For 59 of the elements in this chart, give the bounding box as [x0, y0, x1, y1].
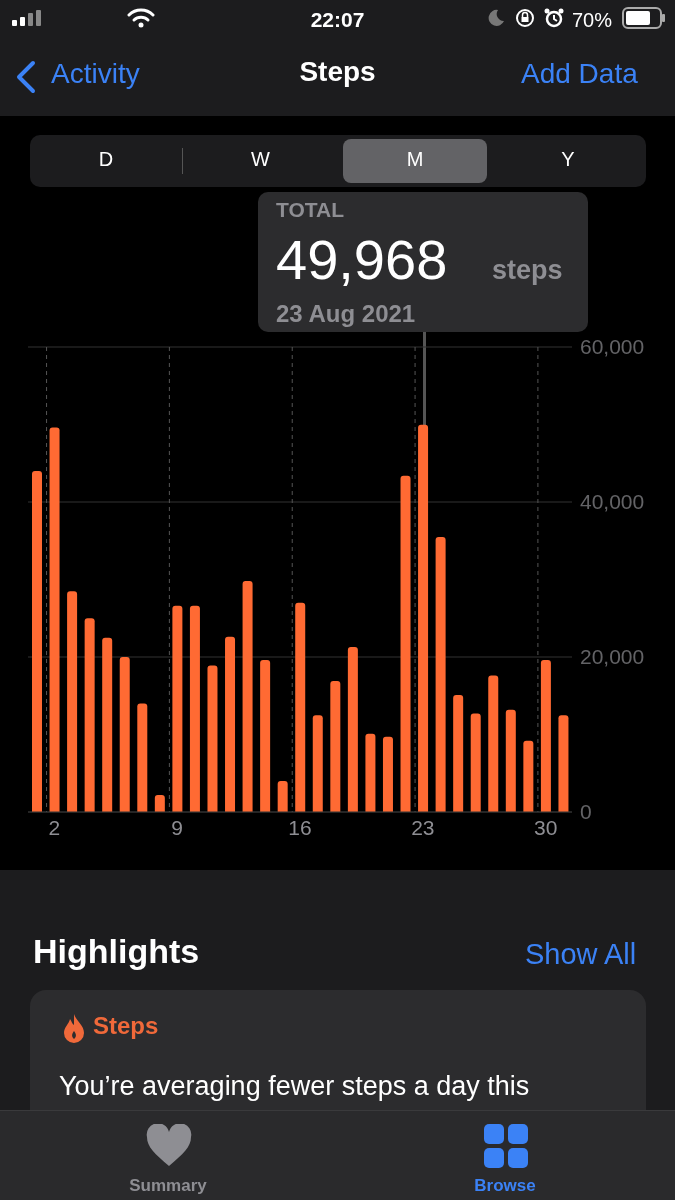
bar [505, 709, 516, 812]
x-tick-label: 16 [288, 815, 312, 839]
text: Activity [51, 58, 140, 90]
bar [365, 733, 376, 812]
bar [470, 713, 481, 812]
y-tick-label: 20,000 [580, 645, 645, 669]
bar [242, 581, 253, 812]
text: steps [492, 255, 563, 286]
x-tick-label: 23 [411, 815, 435, 839]
text: Summary [128, 1176, 208, 1196]
bar [137, 703, 148, 812]
x-tick-label: 30 [534, 815, 558, 839]
bar [523, 740, 534, 812]
x-tick-label: 9 [171, 815, 184, 839]
text: You’re averaging fewer steps a day this [59, 1071, 530, 1102]
text: 49,968 [276, 227, 448, 292]
bar [330, 681, 341, 812]
bar [49, 427, 60, 812]
bar [435, 536, 446, 812]
y-tick-label: 60,000 [580, 335, 645, 359]
chart-title: Steps [299, 56, 376, 87]
text: Steps [93, 1012, 159, 1040]
text: D [97, 148, 115, 171]
text: 70% [572, 9, 613, 32]
text: Y [560, 148, 576, 171]
bar [295, 602, 306, 812]
x-tick-label: 2 [48, 815, 61, 839]
text: Show All [525, 938, 637, 971]
bar [260, 660, 271, 812]
text: Add Data [521, 58, 638, 90]
bar [488, 675, 499, 812]
bar [189, 605, 200, 812]
text: TOTAL [276, 198, 345, 222]
bar [540, 660, 551, 812]
bar [172, 605, 183, 812]
bar [277, 781, 288, 812]
bar [84, 618, 95, 812]
bar [32, 471, 42, 812]
bar [558, 715, 569, 812]
text: M [405, 148, 425, 171]
text: Browse [473, 1176, 537, 1196]
text: W [250, 148, 271, 171]
y-tick-label: 0 [580, 800, 592, 824]
bar [119, 657, 130, 812]
text: Highlights [33, 932, 200, 971]
text: 22:07 [310, 8, 365, 31]
text: 23 Aug 2021 [276, 300, 416, 328]
bar [225, 636, 236, 812]
bar [418, 424, 429, 812]
bar [347, 646, 358, 812]
bar [207, 665, 218, 812]
bar [312, 715, 323, 812]
y-tick-label: 40,000 [580, 490, 645, 514]
bar [102, 637, 113, 812]
bar [382, 736, 393, 812]
bar [67, 591, 78, 812]
bar [400, 475, 411, 812]
bar [453, 694, 464, 812]
bar [154, 794, 165, 812]
